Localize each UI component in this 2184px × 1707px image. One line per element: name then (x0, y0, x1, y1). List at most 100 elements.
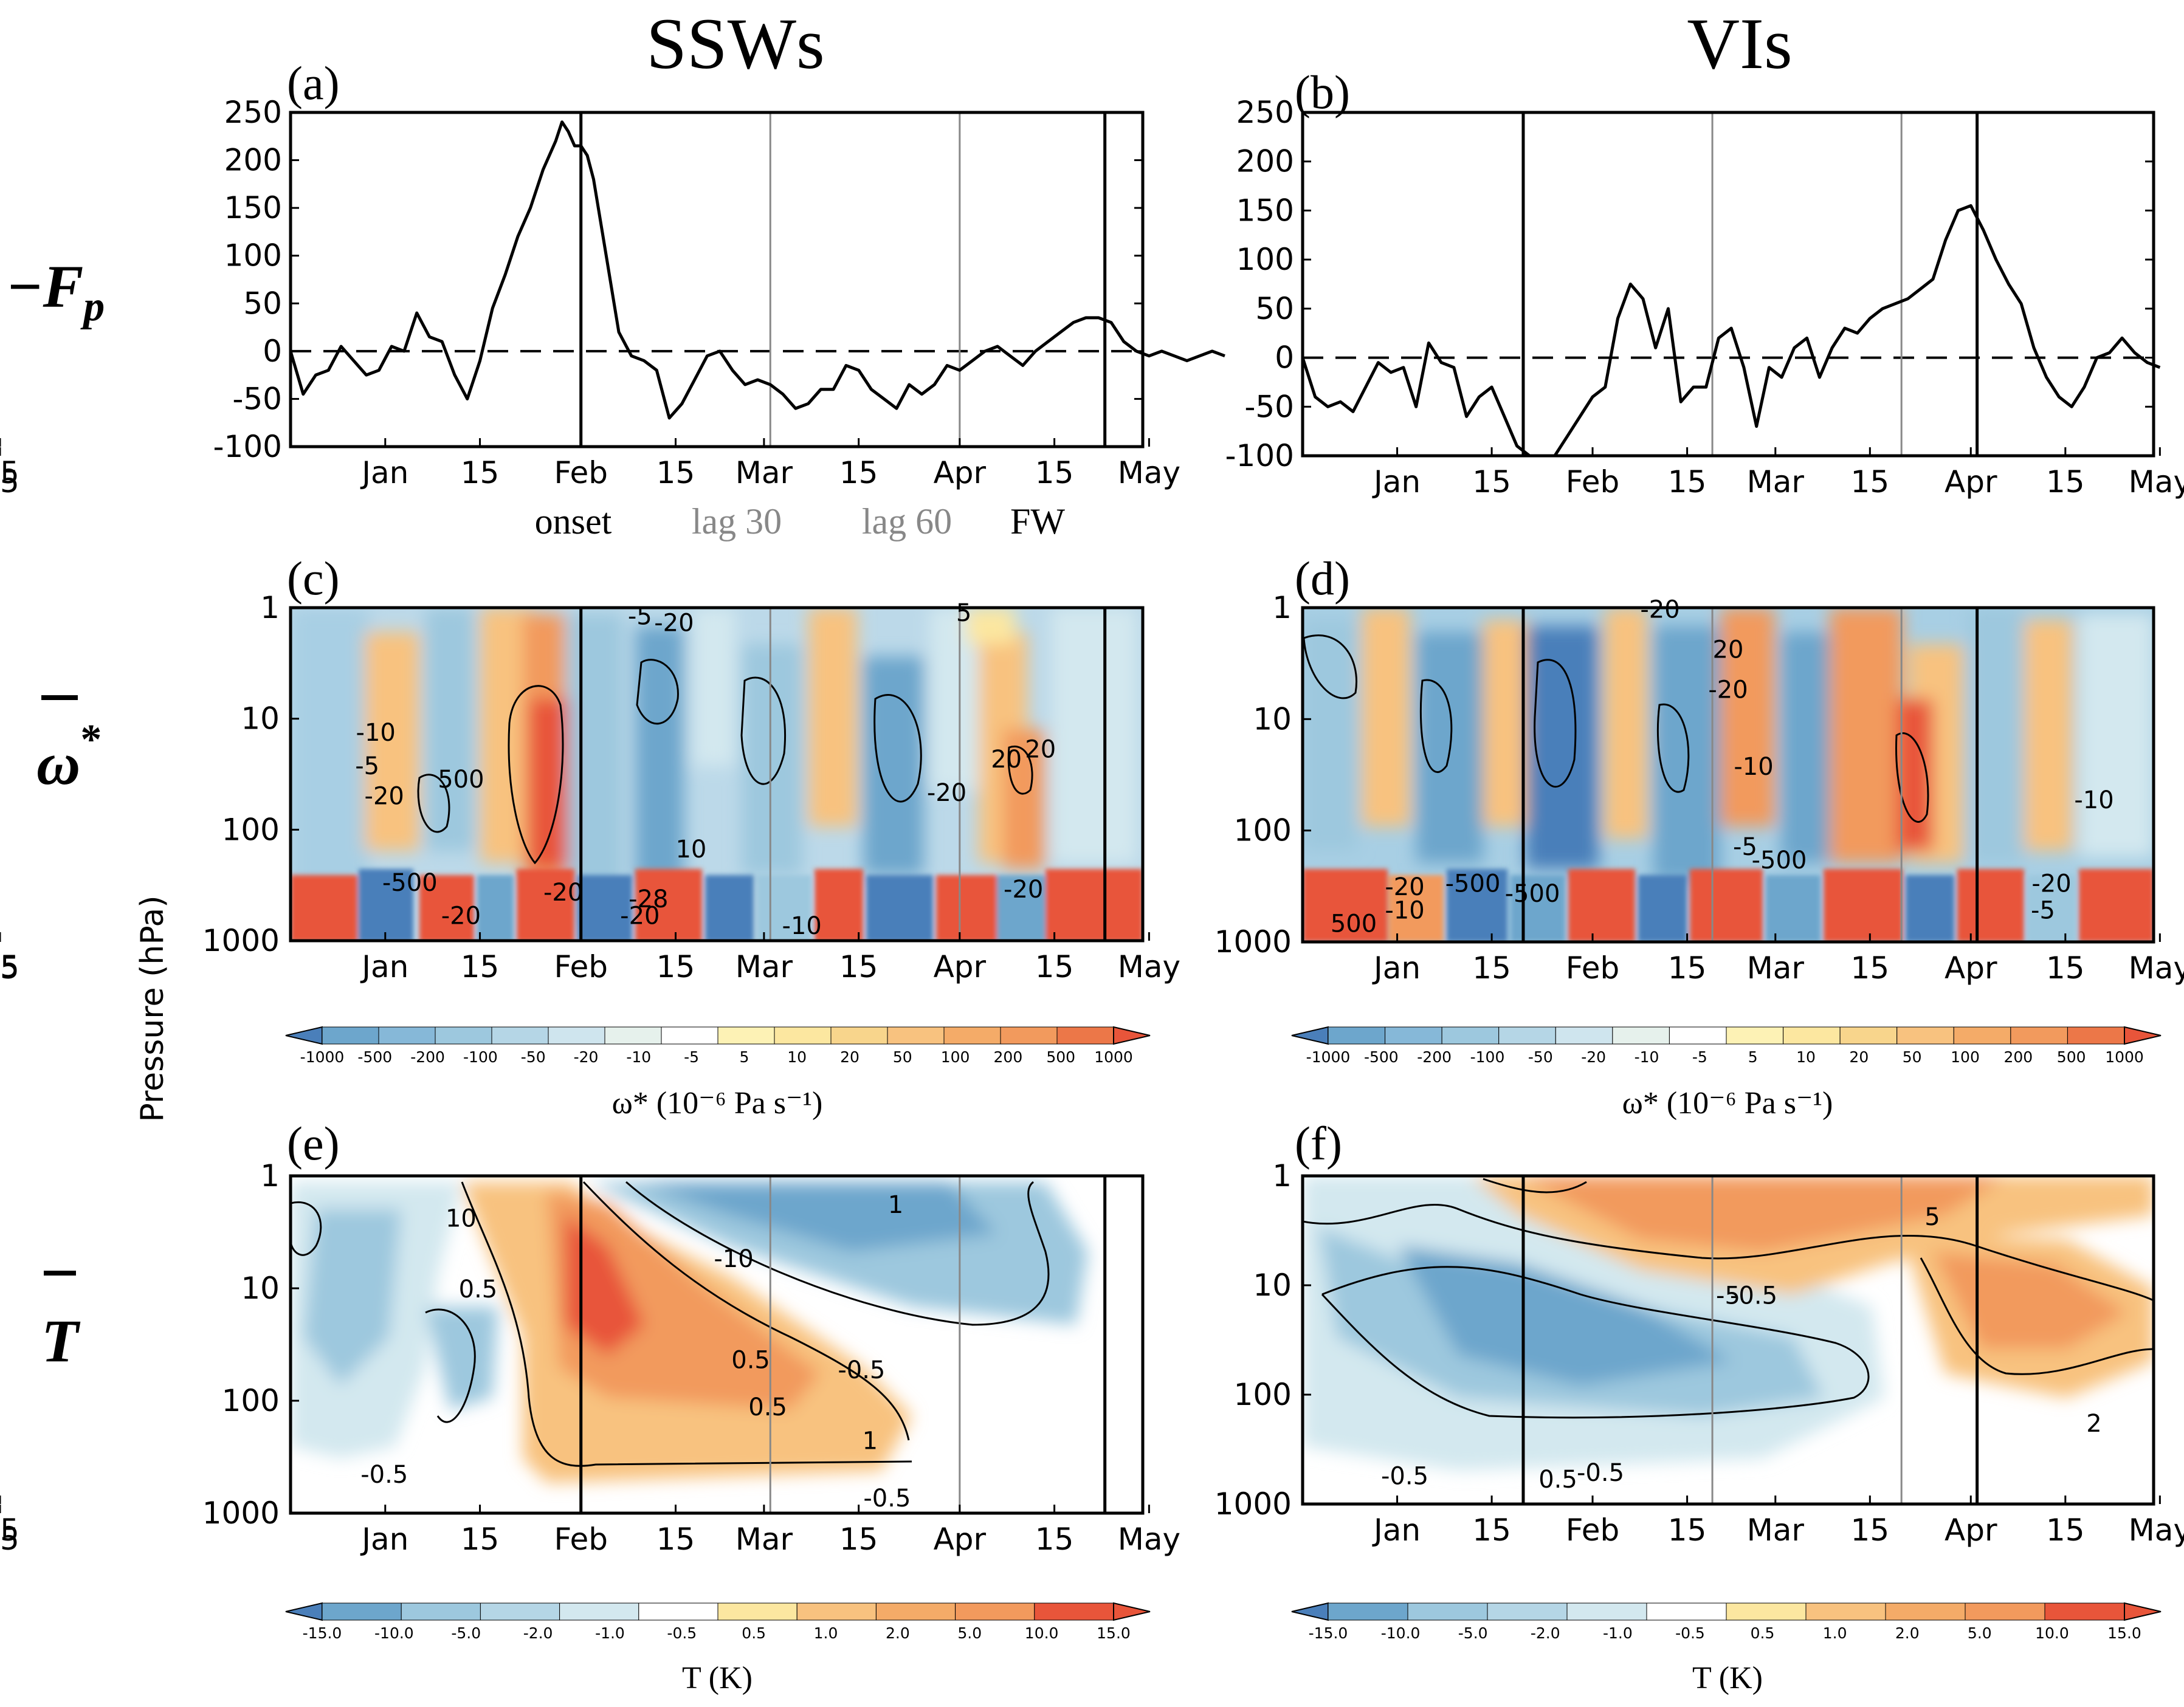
y-tick-label: -50 (232, 381, 282, 416)
pressure-tick-label: 1000 (1214, 1486, 1292, 1522)
contour-label: 1 (888, 1191, 903, 1219)
contour-label: 500 (438, 766, 484, 794)
omega-contour (636, 659, 679, 725)
colorbar-swatch (875, 1602, 956, 1621)
colorbar-tick-label: 1.0 (814, 1624, 838, 1642)
colorbar-tick-label: -50 (1528, 1048, 1553, 1066)
colorbar-omega-left-label: ω* (10⁻⁶ Pa s⁻¹) (612, 1086, 823, 1121)
colorbar-tick-label: -10.0 (374, 1624, 414, 1642)
x-tick-label: 15 (1472, 1513, 1511, 1548)
x-tick-label: Mar (735, 1522, 793, 1557)
colorbar-tick-label: 20 (1849, 1048, 1869, 1066)
panel-c-omega-heatmap: 1 10 100 1000 Jan 15 Feb 15 Mar 15 Apr 15 May 15 -10… (0, 590, 1180, 984)
contour-label: -5 (1733, 833, 1757, 861)
contour-label: 0.5 (1538, 1466, 1577, 1494)
colorbar-swatch (1885, 1602, 1966, 1621)
colorbar-swatch (1555, 1026, 1613, 1045)
colorbar-tick-label: 2.0 (886, 1624, 910, 1642)
x-tick-label: 15 (0, 464, 19, 500)
colorbar-tick-label: 500 (2057, 1048, 2086, 1066)
colorbar-tick-label: -10.0 (1381, 1624, 1421, 1642)
colorbar-tick-label: -200 (1417, 1048, 1452, 1066)
colorbar-swatch (401, 1602, 481, 1621)
colorbar-swatch (1441, 1026, 1500, 1045)
pressure-tick-label: 10 (1253, 701, 1292, 737)
contour-label: -500 (1752, 847, 1807, 874)
contour-label: -5 (628, 602, 652, 630)
temperature-contour (1321, 1266, 1870, 1419)
colorbar-tick-label: 10.0 (2035, 1624, 2069, 1642)
colorbar-swatch (2044, 1602, 2125, 1621)
pressure-axis-label: Pressure (hPa) (134, 896, 171, 1122)
colorbar-tick-label: 10 (1796, 1048, 1816, 1066)
x-tick-label: Jan (1372, 950, 1421, 986)
x-tick-label: May (1118, 1522, 1180, 1557)
event-label-lag60: lag 60 (862, 501, 952, 541)
colorbar-temp-left: -15.0 -10.0 -5.0 -2.0 -1.0 -0.5 0.5 1.0 2.0 5.0 10… (285, 1602, 1151, 1642)
y-tick-label: 50 (243, 286, 282, 321)
colorbar-swatch (830, 1026, 888, 1045)
x-tick-label: 15 (839, 949, 878, 984)
contour-label: -10 (1734, 753, 1773, 781)
x-tick-label: Jan (1372, 464, 1421, 500)
contour-label: -10 (356, 719, 396, 747)
x-tick-label: May (1118, 949, 1180, 984)
colorbar-temp-right-label: T (K) (1692, 1661, 1763, 1695)
x-tick-label: Jan (360, 949, 408, 984)
colorbar-tick-label: 1000 (1094, 1048, 1133, 1066)
contour-label: 1 (863, 1427, 878, 1455)
colorbar-tick-label: -500 (357, 1048, 392, 1066)
contour-label: -20 (654, 609, 694, 637)
colorbar-swatch (322, 1026, 379, 1045)
contour-label: -5 (355, 752, 379, 780)
colorbar-swatch (548, 1026, 605, 1045)
left-column-title: SSWs (646, 3, 824, 84)
omega-contour (873, 694, 922, 803)
x-tick-label: Mar (735, 949, 793, 984)
colorbar-tick-label: -1.0 (1603, 1624, 1633, 1642)
colorbar-extend-high (2124, 1602, 2162, 1621)
colorbar-swatch (604, 1026, 662, 1045)
colorbar-tick-label: -2.0 (1531, 1624, 1560, 1642)
contour-label: -0.5 (1730, 1282, 1777, 1310)
colorbar-swatch (955, 1602, 1035, 1621)
row-label-flux: −Fp (6, 253, 105, 330)
contour-label: -20 (1640, 596, 1679, 624)
x-tick-label: 15 (0, 1513, 19, 1548)
contour-label: -10 (714, 1245, 753, 1273)
x-tick-label: 15 (2046, 464, 2085, 500)
colorbar-swatch (1839, 1026, 1898, 1045)
temperature-contour (291, 1201, 322, 1256)
contour-label: 0.5 (459, 1276, 498, 1303)
pressure-tick-label: 1000 (1214, 924, 1292, 960)
colorbar-extend-high (2124, 1026, 2162, 1045)
colorbar-tick-label: 50 (1903, 1048, 1922, 1066)
temperature-contour (461, 1181, 912, 1467)
omega-contour (417, 774, 450, 833)
x-tick-label: Mar (1747, 1513, 1805, 1548)
colorbar-swatch (559, 1602, 639, 1621)
omega-contour (740, 676, 786, 785)
colorbar-tick-label: -1.0 (595, 1624, 625, 1642)
temperature-contour (1920, 1257, 2154, 1375)
x-tick-label: 15 (0, 455, 19, 490)
svg-text:ω*: ω* (36, 716, 102, 797)
contour-label: -28 (629, 885, 668, 913)
colorbar-tick-label: -5 (1692, 1048, 1707, 1066)
contour-label: 500 (1331, 910, 1377, 938)
colorbar-tick-label: -5 (684, 1048, 699, 1066)
x-tick-label: Apr (1945, 1513, 1997, 1548)
x-tick-label: 15 (0, 1522, 19, 1557)
contour-label: -5 (1716, 1282, 1740, 1310)
colorbar-swatch (638, 1602, 718, 1621)
colorbar-extend-high (1113, 1026, 1151, 1045)
x-tick-label: May (2129, 1513, 2184, 1548)
x-tick-label: 15 (656, 949, 695, 984)
colorbar-tick-label: -1000 (300, 1048, 345, 1066)
panel-label-b: (b) (1295, 66, 1350, 118)
colorbar-swatch (1726, 1026, 1784, 1045)
row-label-temp: T (41, 1271, 81, 1375)
omega-contour (1007, 745, 1033, 795)
x-tick-label: 15 (1851, 464, 1890, 500)
